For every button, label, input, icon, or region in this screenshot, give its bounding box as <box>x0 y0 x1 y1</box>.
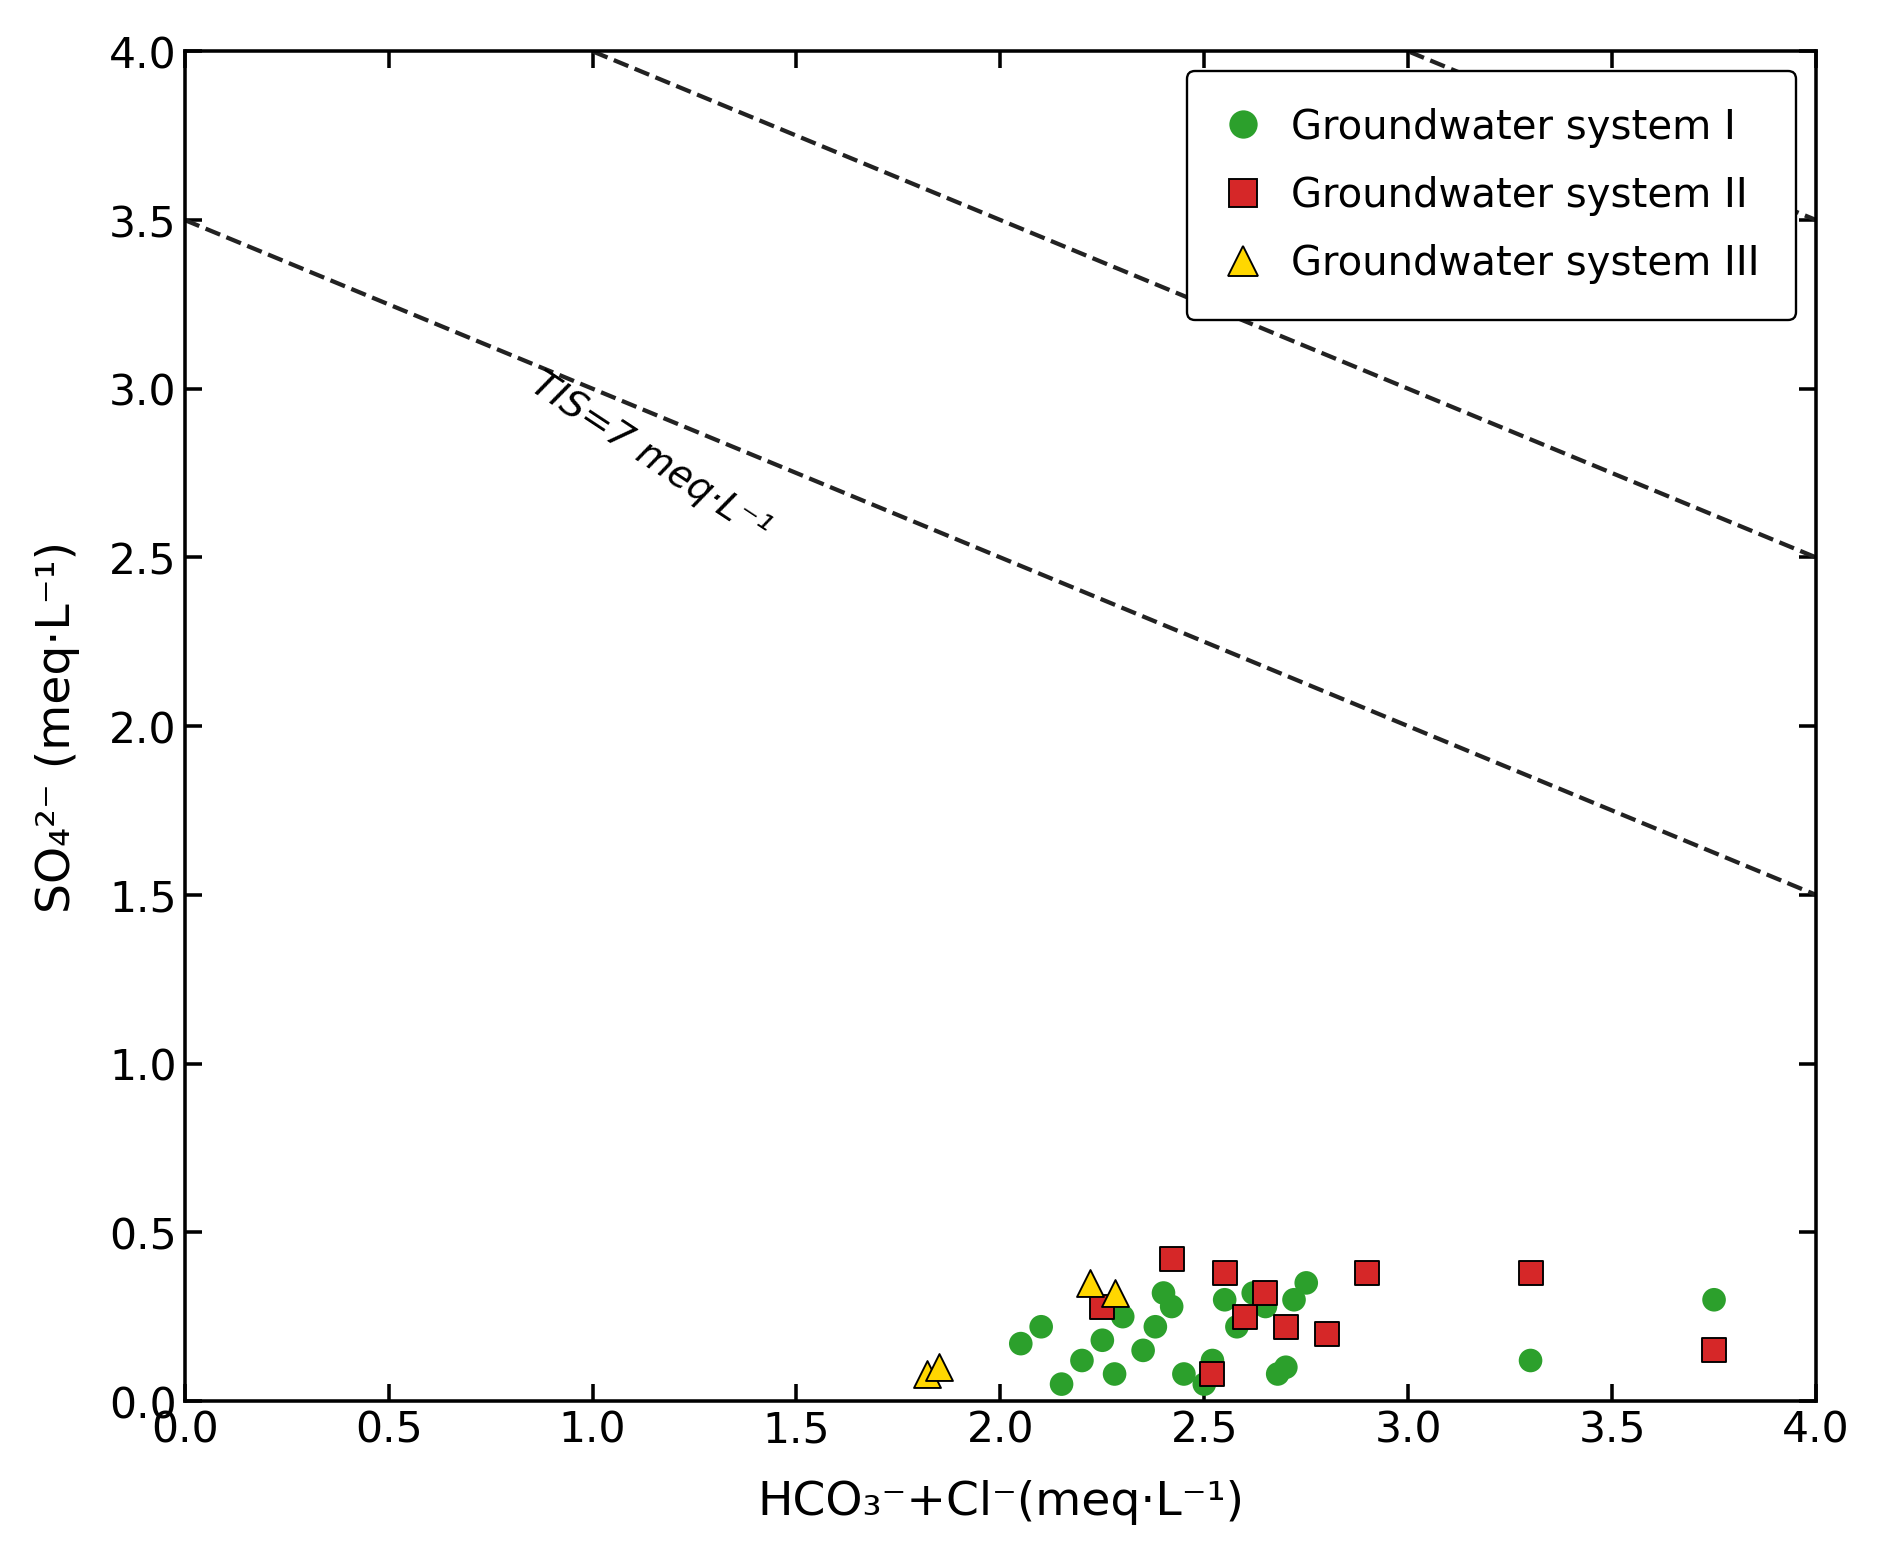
Point <box>1221 1315 1252 1340</box>
Point <box>1025 1315 1056 1340</box>
Point <box>1169 1362 1199 1387</box>
Point <box>1148 1281 1178 1306</box>
Point <box>1197 1348 1227 1373</box>
Text: TIS=7 meq·L⁻¹: TIS=7 meq·L⁻¹ <box>524 365 775 548</box>
Point <box>1046 1371 1076 1396</box>
Point <box>1698 1287 1729 1312</box>
Point <box>924 1354 954 1379</box>
Point <box>1352 1260 1382 1285</box>
Point <box>1140 1315 1171 1340</box>
Point <box>1250 1295 1280 1320</box>
Point <box>1516 1348 1546 1373</box>
X-axis label: HCO₃⁻+Cl⁻(meq·L⁻¹): HCO₃⁻+Cl⁻(meq·L⁻¹) <box>756 1479 1244 1524</box>
Point <box>1352 1260 1382 1285</box>
Point <box>912 1362 942 1387</box>
Point <box>1189 1371 1220 1396</box>
Point <box>1127 1338 1157 1363</box>
Point <box>1108 1304 1139 1329</box>
Point <box>1312 1321 1342 1346</box>
Point <box>1291 1270 1321 1295</box>
Point <box>1250 1281 1280 1306</box>
Point <box>1238 1281 1269 1306</box>
Point <box>1197 1362 1227 1387</box>
Point <box>1088 1295 1118 1320</box>
Point <box>1074 1270 1105 1295</box>
Point <box>1005 1331 1035 1356</box>
Point <box>1698 1338 1729 1363</box>
Point <box>1099 1281 1129 1306</box>
Point <box>1210 1260 1240 1285</box>
Point <box>1270 1315 1301 1340</box>
Y-axis label: SO₄²⁻ (meq·L⁻¹): SO₄²⁻ (meq·L⁻¹) <box>36 541 81 913</box>
Point <box>1156 1295 1186 1320</box>
Point <box>1099 1362 1129 1387</box>
Point <box>1263 1362 1293 1387</box>
Point <box>1156 1246 1186 1271</box>
Point <box>1270 1354 1301 1379</box>
Point <box>1278 1287 1308 1312</box>
Point <box>1210 1287 1240 1312</box>
Legend: Groundwater system I, Groundwater system II, Groundwater system III: Groundwater system I, Groundwater system… <box>1188 72 1796 320</box>
Point <box>1229 1304 1259 1329</box>
Point <box>1067 1348 1097 1373</box>
Point <box>1088 1328 1118 1353</box>
Point <box>1516 1260 1546 1285</box>
